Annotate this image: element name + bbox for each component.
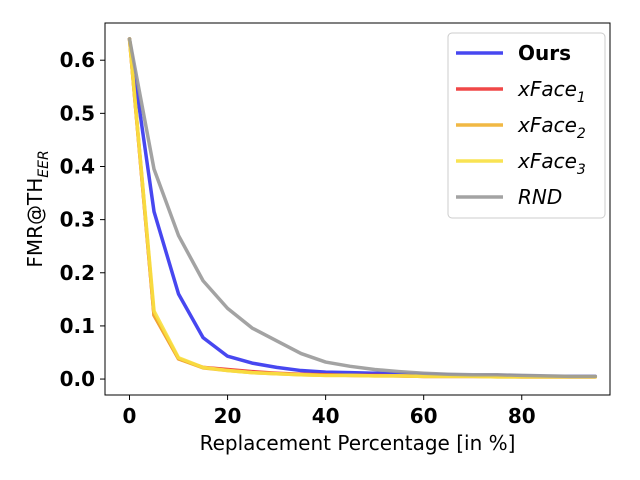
y-tick-label: 0.5: [60, 101, 95, 125]
y-tick-label: 0.6: [60, 48, 95, 72]
y-tick-label: 0.3: [60, 208, 95, 232]
legend-frame: [447, 32, 606, 219]
x-axis-label: Replacement Percentage [in %]: [200, 431, 516, 455]
y-tick-label: 0.1: [60, 314, 95, 338]
y-axis-label-main: FMR@TH: [23, 178, 47, 268]
y-tick-label: 0.0: [60, 367, 95, 391]
y-axis-label: FMR@THEER: [23, 150, 52, 267]
y-tick-label: 0.4: [60, 154, 95, 178]
legend-label-xface1: xFace1: [517, 77, 586, 106]
plot-frame: [104, 22, 611, 396]
x-tick-label: 20: [214, 404, 242, 428]
x-tick-label: 80: [508, 404, 536, 428]
legend-label-xface2: xFace2: [517, 113, 586, 142]
legend: Ours xFace1 xFace2 xFace3 RND: [447, 32, 606, 219]
legend-label-rnd: RND: [518, 185, 562, 209]
plot-lines: [127, 37, 598, 379]
y-axis-label-subscript: EER: [36, 150, 52, 177]
x-tick-label: 60: [410, 404, 438, 428]
x-tick-label: 40: [312, 404, 340, 428]
y-axis-ticks: 0.0 0.1 0.2 0.3 0.4 0.5 0.6: [60, 48, 105, 391]
series-line-rnd: [127, 37, 598, 379]
x-tick-label: 0: [123, 404, 137, 428]
x-axis-ticks: 0 20 40 60 80: [123, 395, 536, 428]
legend-label-ours: Ours: [518, 41, 571, 65]
legend-label-xface3: xFace3: [517, 149, 586, 178]
y-tick-label: 0.2: [60, 261, 95, 285]
